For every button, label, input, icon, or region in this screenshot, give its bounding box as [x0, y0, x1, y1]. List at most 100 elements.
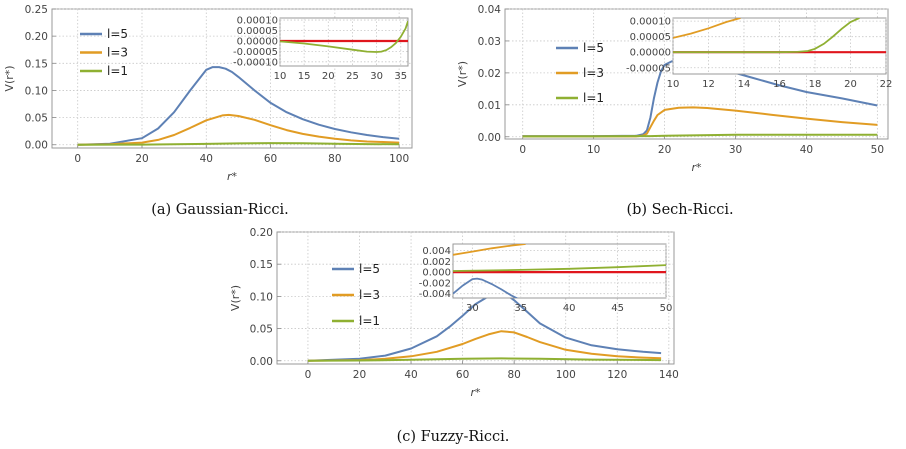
y-axis-label: V(r*) [456, 61, 469, 87]
chart-panel-2: 0 20 40 60 80 100 120 140 0.00 0.05 0.10 0.15 0.20 r*… [229, 227, 679, 399]
x-tick-label: 0 [74, 153, 81, 165]
inset-chart: 10 15 20 25 30 35 0.000100.000050.00000-0.0000… [233, 16, 409, 82]
y-tick-label: 0.10 [250, 291, 273, 303]
series-line-l-1 [307, 357, 662, 362]
y-tick-label: 0.15 [25, 58, 48, 70]
inset-y-tick-label: -0.00005 [626, 63, 671, 74]
chart-panel-1: 0 10 20 30 40 50 0.00 0.01 0.02 0.03 0.04 r* V(r*) l=… [456, 4, 892, 174]
series-line-l-1 [77, 142, 400, 146]
inset-x-tick-label: 14 [738, 79, 751, 90]
chart-panel-0: 0 20 40 60 80 100 0.00 0.05 0.10 0.15 0.20 0.25 r* V(… [3, 4, 413, 183]
inset-series [673, 18, 886, 54]
legend-label: l=3 [107, 46, 128, 60]
series-line-l-1 [522, 133, 878, 138]
inset-x-tick-label: 20 [322, 71, 335, 82]
x-tick-label: 30 [729, 144, 742, 156]
inset-x-tick-label: 20 [844, 79, 857, 90]
y-tick-label: 0.20 [250, 227, 273, 239]
x-tick-label: 40 [404, 369, 417, 381]
x-tick-label: 100 [389, 153, 409, 165]
inset-x-tick-label: 22 [880, 79, 893, 90]
inset-chart: 10 12 14 16 18 20 22 0.00010 0.00005 0.00000 -0.00… [626, 17, 892, 90]
inset-x-tick-label: 35 [514, 303, 527, 314]
caption-a: (a) Gaussian-Ricci. [151, 202, 289, 218]
inset-x-tick-label: 40 [563, 303, 576, 314]
inset-y-tick-label: 0.002 [422, 257, 451, 268]
y-tick-label: 0.01 [478, 100, 501, 112]
y-tick-label: 0.25 [25, 4, 48, 16]
y-tick-label: 0.05 [250, 324, 273, 336]
inset-x-tick-label: 25 [346, 71, 359, 82]
y-tick-label: 0.15 [250, 259, 273, 271]
inset-series [280, 20, 408, 53]
caption-c: (c) Fuzzy-Ricci. [397, 429, 510, 445]
inset-x-tick-label: 18 [809, 79, 822, 90]
inset-series-line-l-3 [673, 18, 741, 39]
series-line-l-3 [307, 330, 662, 362]
x-tick-label: 60 [264, 153, 277, 165]
x-tick-label: 0 [519, 144, 526, 156]
y-tick-label: 0.00 [478, 132, 501, 144]
inset-y-tick-label: -0.00010 [233, 57, 278, 68]
y-axis-label: V(r*) [229, 285, 242, 311]
inset-y-tick-label: 0.00005 [237, 26, 278, 37]
x-tick-label: 50 [871, 144, 884, 156]
inset-y-tick-label: 0.004 [422, 246, 451, 257]
inset-series-line-l-1 [453, 264, 666, 272]
series-line-l-5 [77, 66, 400, 146]
inset-y-tick-label: -0.002 [419, 278, 451, 289]
inset-series-line-l-5 [453, 277, 519, 298]
inset-x-tick-label: 16 [773, 79, 786, 90]
inset-series-line-l-3 [453, 244, 526, 256]
inset-x-tick-label: 15 [298, 71, 311, 82]
x-tick-label: 140 [659, 369, 679, 381]
plot-frame [504, 8, 889, 140]
inset-series [453, 244, 666, 298]
inset-series-line-l-1 [673, 18, 860, 54]
inset-y-tick-label: 0.000 [422, 268, 451, 279]
legend-label: l=1 [359, 314, 380, 328]
x-tick-label: 100 [556, 369, 576, 381]
x-tick-label: 10 [587, 144, 600, 156]
inset-x-tick-label: 45 [611, 303, 624, 314]
inset-x-tick-label: 50 [660, 303, 673, 314]
x-axis-label: r* [470, 386, 481, 399]
inset-series-line-l-1 [280, 20, 408, 53]
inset-x-tick-label: 10 [667, 79, 680, 90]
series-line-l-3 [77, 113, 400, 146]
inset-y-tick-label: 0.00000 [237, 36, 278, 47]
y-tick-label: 0.02 [478, 68, 501, 80]
caption-b: (b) Sech-Ricci. [626, 202, 733, 218]
x-tick-label: 40 [800, 144, 813, 156]
inset-x-tick-label: 12 [702, 79, 715, 90]
legend-label: l=5 [359, 262, 380, 276]
series-line-l-3 [522, 106, 878, 138]
x-tick-label: 20 [135, 153, 148, 165]
y-tick-label: 0.20 [25, 31, 48, 43]
y-tick-label: 0.00 [25, 140, 48, 152]
inset-y-tick-label: 0.00010 [630, 17, 671, 28]
x-tick-label: 80 [507, 369, 520, 381]
inset-y-tick-label: 0.00000 [630, 48, 671, 59]
inset-y-tick-label: 0.00010 [237, 16, 278, 27]
legend-label: l=3 [583, 66, 604, 80]
x-axis-label: r* [227, 170, 238, 183]
y-tick-label: 0.04 [478, 4, 502, 16]
x-tick-label: 80 [328, 153, 341, 165]
legend-label: l=1 [583, 91, 604, 105]
x-axis-label: r* [691, 161, 702, 174]
inset-x-tick-label: 35 [394, 71, 407, 82]
inset-x-tick-label: 10 [274, 71, 287, 82]
y-tick-label: 0.03 [478, 36, 501, 48]
series-line-l-5 [522, 59, 878, 138]
legend-label: l=1 [107, 64, 128, 78]
y-axis-label: V(r*) [3, 65, 16, 91]
x-tick-label: 0 [305, 369, 312, 381]
x-tick-label: 20 [658, 144, 671, 156]
y-tick-label: 0.00 [250, 356, 273, 368]
inset-y-tick-label: -0.004 [419, 289, 451, 300]
inset-y-tick-label: -0.00005 [233, 47, 278, 58]
inset-x-tick-label: 30 [370, 71, 383, 82]
x-tick-label: 20 [353, 369, 366, 381]
